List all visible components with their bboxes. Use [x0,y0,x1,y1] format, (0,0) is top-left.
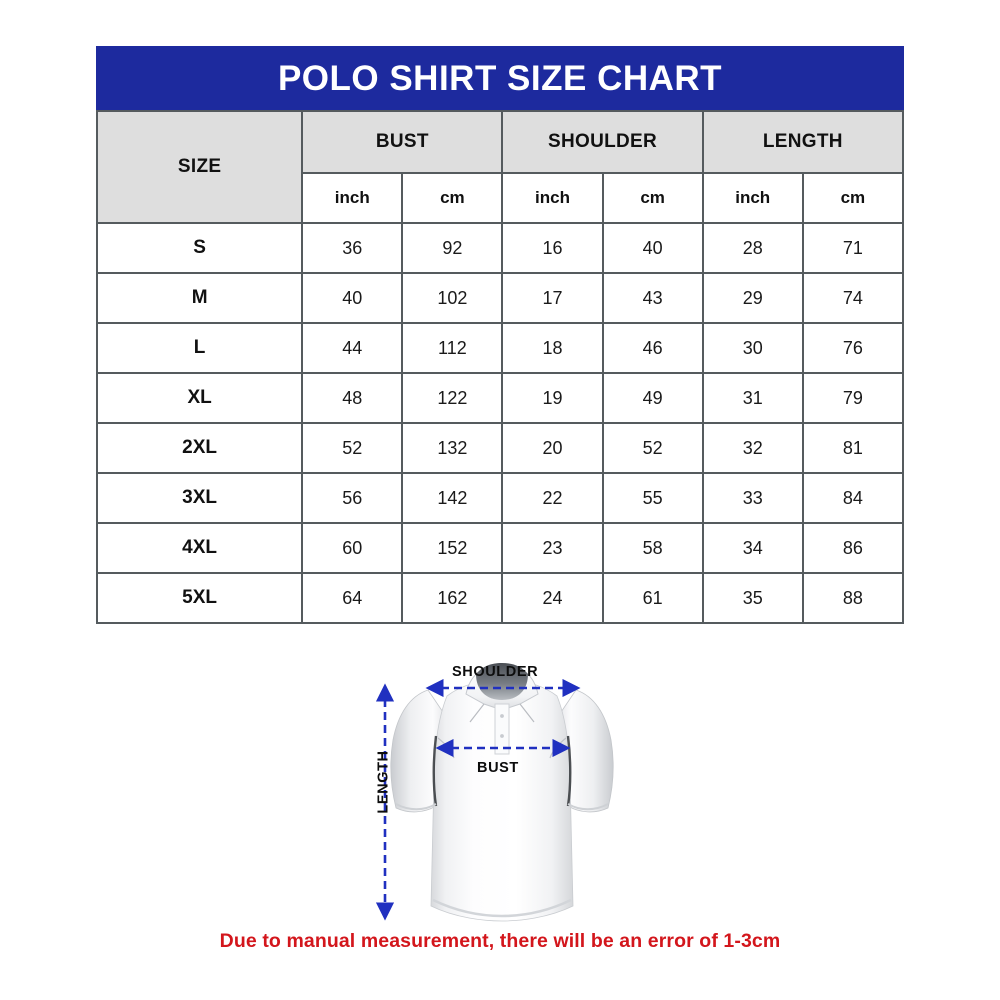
table-row: 3XL 56 142 22 55 33 84 [95,472,905,524]
cell-shoulder-cm: 55 [601,472,704,524]
cell-shoulder-cm: 43 [601,272,704,324]
shirt-left-armhole-shadow [432,735,438,807]
column-header-bust: BUST [301,110,504,174]
unit-header-length-inch: inch [701,172,804,224]
shirt-button-top [500,714,504,718]
cell-bust-cm: 122 [401,372,504,424]
cell-bust-inch: 56 [301,472,404,524]
cell-length-cm: 81 [801,422,905,474]
measurement-diagram: SHOULDER BUST LENGTH [0,618,1000,938]
chart-title: POLO SHIRT SIZE CHART [96,46,904,112]
table-row: S 36 92 16 40 28 71 [95,222,905,274]
cell-bust-cm: 152 [401,522,504,574]
row-size-label: 4XL [95,522,304,574]
cell-shoulder-inch: 22 [501,472,604,524]
cell-length-inch: 35 [701,572,804,624]
cell-shoulder-cm: 52 [601,422,704,474]
shoulder-measure-label: SHOULDER [452,664,539,680]
cell-bust-inch: 60 [301,522,404,574]
cell-shoulder-inch: 23 [501,522,604,574]
shirt-hem [432,898,572,918]
size-chart-container: POLO SHIRT SIZE CHART SIZE BUST SHOULDER… [95,46,905,624]
cell-bust-cm: 102 [401,272,504,324]
cell-length-cm: 76 [801,322,905,374]
cell-bust-cm: 162 [401,572,504,624]
cell-bust-inch: 44 [301,322,404,374]
table-row: 5XL 64 162 24 61 35 88 [95,572,905,624]
table-row: XL 48 122 19 49 31 79 [95,372,905,424]
shirt-left-cuff [395,803,437,811]
table-row: M 40 102 17 43 29 74 [95,272,905,324]
cell-shoulder-inch: 16 [501,222,604,274]
cell-bust-cm: 92 [401,222,504,274]
table-row: L 44 112 18 46 30 76 [95,322,905,374]
size-chart-table: POLO SHIRT SIZE CHART SIZE BUST SHOULDER… [95,46,905,624]
cell-length-inch: 31 [701,372,804,424]
shirt-right-cuff [567,803,609,811]
unit-header-bust-cm: cm [401,172,504,224]
table-row: 2XL 52 132 20 52 32 81 [95,422,905,474]
cell-length-cm: 86 [801,522,905,574]
row-size-label: M [95,272,304,324]
cell-length-inch: 29 [701,272,804,324]
row-size-label: 5XL [95,572,304,624]
cell-shoulder-inch: 17 [501,272,604,324]
column-header-shoulder: SHOULDER [501,110,704,174]
unit-header-bust-inch: inch [301,172,404,224]
table-row: 4XL 60 152 23 58 34 86 [95,522,905,574]
cell-bust-cm: 132 [401,422,504,474]
cell-shoulder-inch: 19 [501,372,604,424]
cell-shoulder-cm: 46 [601,322,704,374]
bust-measure-label: BUST [477,760,519,776]
cell-length-inch: 28 [701,222,804,274]
cell-shoulder-inch: 24 [501,572,604,624]
cell-shoulder-cm: 58 [601,522,704,574]
measurement-disclaimer: Due to manual measurement, there will be… [219,930,781,952]
table-title-row: POLO SHIRT SIZE CHART [96,46,904,112]
table-group-header-row: SIZE BUST SHOULDER LENGTH [95,110,905,224]
cell-length-cm: 71 [801,222,905,274]
cell-length-inch: 34 [701,522,804,574]
length-measure-label: LENGTH [375,750,392,814]
shirt-placket [494,703,510,755]
cell-length-inch: 32 [701,422,804,474]
row-size-label: 2XL [95,422,304,474]
unit-header-shoulder-inch: inch [501,172,604,224]
cell-length-cm: 88 [801,572,905,624]
cell-shoulder-inch: 20 [501,422,604,474]
cell-length-inch: 33 [701,472,804,524]
unit-header-shoulder-cm: cm [601,172,704,224]
row-size-label: XL [95,372,304,424]
cell-shoulder-cm: 40 [601,222,704,274]
cell-length-cm: 74 [801,272,905,324]
cell-bust-cm: 142 [401,472,504,524]
unit-header-length-cm: cm [801,172,905,224]
shirt-collar-points [469,703,535,723]
cell-bust-inch: 40 [301,272,404,324]
shirt-button-bottom [500,734,504,738]
row-size-label: S [95,222,304,274]
cell-bust-cm: 112 [401,322,504,374]
cell-bust-inch: 64 [301,572,404,624]
cell-length-cm: 84 [801,472,905,524]
cell-length-cm: 79 [801,372,905,424]
cell-bust-inch: 48 [301,372,404,424]
cell-length-inch: 30 [701,322,804,374]
cell-bust-inch: 36 [301,222,404,274]
cell-shoulder-cm: 61 [601,572,704,624]
column-header-size: SIZE [95,110,304,224]
cell-bust-inch: 52 [301,422,404,474]
table-unit-header-row: inch cm inch cm inch cm [97,172,905,224]
cell-shoulder-cm: 49 [601,372,704,424]
cell-shoulder-inch: 18 [501,322,604,374]
row-size-label: 3XL [95,472,304,524]
row-size-label: L [95,322,304,374]
column-header-length: LENGTH [701,110,905,174]
